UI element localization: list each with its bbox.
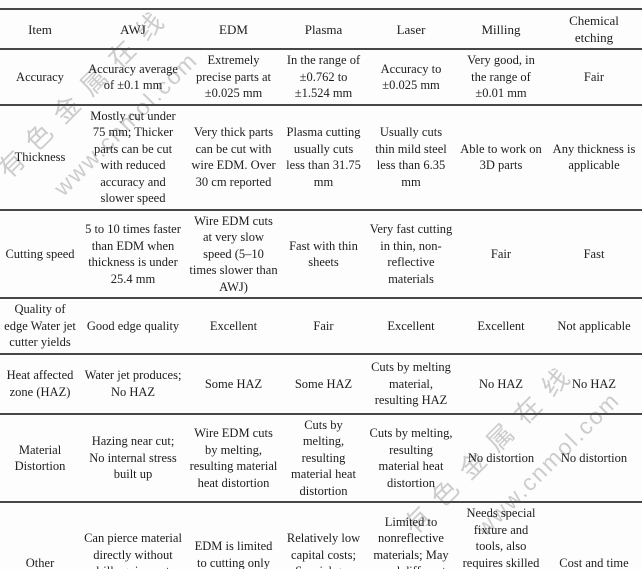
table-cell: Good edge quality [80, 298, 186, 355]
table-cell: Very good, in the range of ±0.01 mm [456, 49, 546, 106]
table-cell: Fair [281, 298, 366, 355]
table-row-cutting-speed: Cutting speed 5 to 10 times faster than … [0, 209, 642, 300]
table-cell: Usually cuts thin mild steel less than 6… [366, 104, 456, 211]
table-cell: Not applicable [546, 298, 642, 355]
table-row-material-distortion: Material Distortion Hazing near cut; No … [0, 413, 642, 504]
table-cell: Wire EDM cuts at very slow speed (5–10 t… [186, 209, 281, 300]
column-header-plasma: Plasma [281, 9, 366, 51]
table-cell: Water jet produces; No HAZ [80, 353, 186, 415]
header-row: Item AWJ EDM Plasma Laser Milling Chemic… [0, 9, 642, 51]
table-cell: EDM is limited to cutting only conductiv… [186, 502, 281, 569]
table-cell: Very fast cutting in thin, non-reflectiv… [366, 209, 456, 300]
table-cell: Fast [546, 209, 642, 300]
table-cell: Some HAZ [186, 353, 281, 415]
table-row-haz: Heat affected zone (HAZ) Water jet produ… [0, 353, 642, 415]
column-header-edm: EDM [186, 9, 281, 51]
table-cell: 5 to 10 times faster than EDM when thick… [80, 209, 186, 300]
table-cell: No HAZ [546, 353, 642, 415]
row-header: Heat affected zone (HAZ) [0, 353, 80, 415]
table-cell: Very thick parts can be cut with wire ED… [186, 104, 281, 211]
table-cell: Cuts by melting, resulting material heat… [366, 413, 456, 504]
table-cell: Excellent [456, 298, 546, 355]
column-header-laser: Laser [366, 9, 456, 51]
column-header-item: Item [0, 9, 80, 51]
table-row-other-characteristics: Other characteristics Can pierce materia… [0, 502, 642, 569]
table-cell: Needs special fixture and tools, also re… [456, 502, 546, 569]
table-cell: Any thickness is applicable [546, 104, 642, 211]
table-cell: Relatively low capital costs; Special ga… [281, 502, 366, 569]
table-cell: Cuts by melting, resulting material heat… [281, 413, 366, 504]
table-cell: Excellent [366, 298, 456, 355]
column-header-milling: Milling [456, 9, 546, 51]
table-cell: Accuracy average of ±0.1 mm [80, 49, 186, 106]
table-cell: Cuts by melting material, resulting HAZ [366, 353, 456, 415]
cutting-process-comparison-table: Item AWJ EDM Plasma Laser Milling Chemic… [0, 8, 642, 569]
table-row-edge-quality: Quality of edge Water jet cutter yields … [0, 298, 642, 355]
table-cell: Fair [546, 49, 642, 106]
table-cell: No distortion [546, 413, 642, 504]
table-cell: Some HAZ [281, 353, 366, 415]
table-cell: Extremely precise parts at ±0.025 mm [186, 49, 281, 106]
table-cell: No distortion [456, 413, 546, 504]
table-cell: Wire EDM cuts by melting, resulting mate… [186, 413, 281, 504]
table-cell: In the range of ±0.762 to ±1.524 mm [281, 49, 366, 106]
table-cell: No HAZ [456, 353, 546, 415]
table-cell: Accuracy to ±0.025 mm [366, 49, 456, 106]
table-cell: Hazing near cut; No internal stress buil… [80, 413, 186, 504]
column-header-chemical-etching: Chemical etching [546, 9, 642, 51]
table-cell: Able to work on 3D parts [456, 104, 546, 211]
table-cell: Limited to nonreflective materials; May … [366, 502, 456, 569]
column-header-awj: AWJ [80, 9, 186, 51]
table-cell: Plasma cutting usually cuts less than 31… [281, 104, 366, 211]
row-header: Material Distortion [0, 413, 80, 504]
table-cell: Fair [456, 209, 546, 300]
table-cell: Mostly cut under 75 mm; Thicker parts ca… [80, 104, 186, 211]
table-cell: Can pierce material directly without dri… [80, 502, 186, 569]
table-cell: Cost and time effectiveness [546, 502, 642, 569]
table-cell: Fast with thin sheets [281, 209, 366, 300]
row-header: Cutting speed [0, 209, 80, 300]
row-header: Accuracy [0, 49, 80, 106]
row-header: Other characteristics [0, 502, 80, 569]
table-row-accuracy: Accuracy Accuracy average of ±0.1 mm Ext… [0, 49, 642, 106]
row-header: Thickness [0, 104, 80, 211]
row-header: Quality of edge Water jet cutter yields [0, 298, 80, 355]
table-row-thickness: Thickness Mostly cut under 75 mm; Thicke… [0, 104, 642, 211]
table-cell: Excellent [186, 298, 281, 355]
